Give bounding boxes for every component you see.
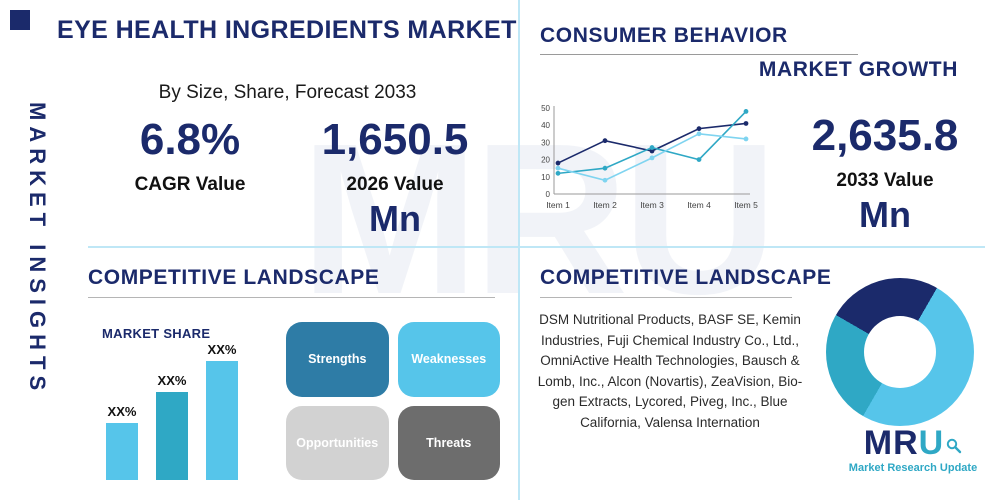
logo-letter-accent: U	[918, 424, 945, 462]
page-subtitle: By Size, Share, Forecast 2033	[158, 82, 417, 103]
svg-text:Item 2: Item 2	[593, 200, 617, 210]
svg-text:0: 0	[546, 190, 551, 199]
stat-2026-unit: Mn	[369, 198, 421, 240]
swot-weaknesses: Weaknesses	[397, 322, 500, 397]
stat-cagr-value: 6.8%	[139, 115, 241, 164]
consumer-behavior-underline	[540, 54, 858, 55]
svg-text:20: 20	[541, 156, 550, 165]
swot-grid: Strengths Weaknesses Opportunities Threa…	[286, 322, 500, 480]
bar-value-label: XX%	[207, 342, 237, 358]
svg-text:40: 40	[541, 121, 550, 130]
competitive-landscape-left-title: COMPETITIVE LANDSCAPE	[88, 266, 380, 289]
mru-logo-text: MRU	[838, 426, 988, 460]
bar-group: XX%	[156, 373, 188, 480]
stat-cagr-label: CAGR Value	[134, 174, 246, 196]
watermark-text: MRU	[300, 98, 778, 339]
company-list: DSM Nutritional Products, BASF SE, Kemin…	[537, 312, 803, 430]
stat-2033-label: 2033 Value	[836, 170, 934, 192]
svg-text:30: 30	[541, 138, 550, 147]
magnifier-icon	[946, 426, 962, 460]
mru-logo: MRU Market Research Update	[838, 426, 988, 474]
consumer-behavior-line-chart: 0 10 20 30 40 50 Item 1 Item 2 Item 3 Item 4 Item …	[528, 98, 758, 218]
stat-2026-value: 1,650.5 2026 Value Mn	[300, 115, 490, 240]
swot-weaknesses-label: Weaknesses	[411, 352, 487, 367]
horizontal-divider	[88, 246, 985, 248]
competitive-landscape-left-underline	[88, 297, 495, 298]
consumer-behavior-title: CONSUMER BEHAVIOR	[540, 24, 788, 47]
svg-text:Item 3: Item 3	[640, 200, 664, 210]
page-title: EYE HEALTH INGREDIENTS MARKET	[57, 16, 517, 44]
market-share-bar-chart: XX% XX% XX%	[102, 338, 262, 480]
line-chart-svg: 0 10 20 30 40 50 Item 1 Item 2 Item 3 Item 4 Item …	[541, 104, 758, 210]
svg-text:Item 5: Item 5	[734, 200, 758, 210]
logo-letters-primary: MR	[863, 424, 919, 462]
stat-2026-number: 1,650.5	[321, 115, 469, 164]
market-share-donut-chart	[826, 278, 974, 426]
svg-text:Item 4: Item 4	[687, 200, 711, 210]
bar-value-label: XX%	[157, 373, 187, 388]
corner-accent-square	[10, 10, 30, 30]
stat-2033-value: 2,635.8 2033 Value Mn	[785, 111, 985, 236]
competitive-landscape-right-underline	[540, 297, 792, 298]
market-share-label: MARKET SHARE	[102, 326, 211, 341]
vertical-market-insights-label: MARKET INSIGHTS	[25, 102, 50, 397]
swot-threats-label: Threats	[426, 435, 472, 450]
swot-strengths: Strengths	[286, 322, 389, 397]
competitive-landscape-right-title: COMPETITIVE LANDSCAPE	[540, 266, 832, 289]
stat-2026-label: 2026 Value	[346, 174, 444, 196]
svg-text:Item 1: Item 1	[546, 200, 570, 210]
vertical-divider	[518, 0, 520, 500]
logo-tagline: Market Research Update	[848, 462, 978, 474]
swot-opportunities-label: Opportunities	[296, 435, 379, 450]
swot-strengths-label: Strengths	[308, 352, 367, 367]
bar-value-label: XX%	[107, 403, 137, 419]
stat-2033-unit: Mn	[859, 194, 911, 236]
svg-text:50: 50	[541, 104, 550, 113]
swot-opportunities: Opportunities	[286, 405, 389, 480]
stat-2033-number: 2,635.8	[811, 111, 959, 160]
swot-threats: Threats	[397, 405, 500, 480]
bar	[206, 361, 238, 480]
svg-text:10: 10	[541, 173, 550, 182]
stat-cagr: 6.8% CAGR Value	[105, 115, 275, 196]
market-growth-title: MARKET GROWTH	[758, 58, 958, 81]
bar-group: XX%	[206, 342, 238, 480]
bar-group: XX%	[106, 404, 138, 480]
bar	[156, 392, 188, 480]
bar	[106, 422, 138, 480]
